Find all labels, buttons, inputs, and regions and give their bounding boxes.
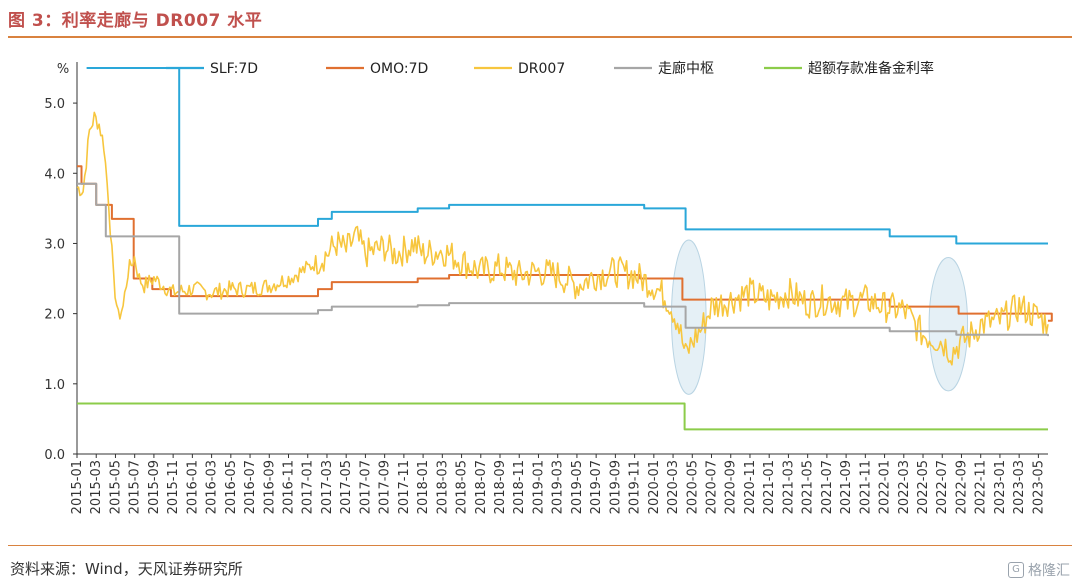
x-tick-label: 2018-01 (416, 460, 431, 514)
x-tick-label: 2020-05 (685, 460, 700, 514)
x-tick-label: 2017-05 (339, 460, 354, 514)
legend-label-1: SLF:7D (210, 61, 258, 77)
y-tick-label: 2.0 (44, 308, 65, 323)
x-tick-label: 2016-03 (205, 460, 220, 514)
highlight-ellipse-2 (928, 256, 969, 392)
x-tick-label: 2022-05 (916, 460, 931, 514)
x-tick-label: 2018-07 (474, 460, 489, 514)
x-tick-label: 2021-11 (858, 460, 873, 514)
x-tick-label: 2023-03 (1012, 460, 1027, 514)
y-tick-label: 4.0 (44, 167, 65, 182)
x-tick-label: 2016-09 (262, 460, 277, 514)
x-tick-label: 2021-05 (801, 460, 816, 514)
x-tick-label: 2020-03 (666, 460, 681, 514)
legend-label-2: OMO:7D (370, 61, 428, 77)
x-tick-label: 2022-11 (974, 460, 989, 514)
x-tick-label: 2015-01 (70, 460, 85, 514)
watermark-logo-icon: G (1008, 562, 1024, 578)
series-line-4 (77, 182, 1049, 337)
series-line-3 (76, 111, 1049, 366)
x-tick-label: 2018-05 (455, 460, 470, 514)
x-tick-label: 2015-09 (147, 460, 162, 514)
x-tick-label: 2016-05 (224, 460, 239, 514)
y-tick-label: 3.0 (44, 237, 65, 252)
watermark-text: 格隆汇 (1028, 563, 1070, 579)
x-tick-label: 2017-01 (301, 460, 316, 514)
highlight-ellipse-1 (670, 239, 707, 395)
x-tick-label: 2022-07 (935, 460, 950, 514)
series-line-2 (77, 165, 1053, 322)
x-tick-label: 2021-01 (762, 460, 777, 514)
watermark: G 格隆汇 (1008, 560, 1070, 580)
bottom-divider (8, 545, 1072, 546)
x-tick-label: 2023-01 (993, 460, 1008, 514)
x-tick-label: 2021-09 (839, 460, 854, 514)
x-tick-label: 2020-09 (724, 460, 739, 514)
x-tick-label: 2022-01 (878, 460, 893, 514)
x-tick-label: 2020-11 (743, 460, 758, 514)
chart-series (76, 67, 1053, 431)
x-tick-label: 2018-03 (435, 460, 450, 514)
legend-label-3: DR007 (518, 61, 565, 77)
x-tick-label: 2015-11 (166, 460, 181, 514)
x-tick-label: 2016-07 (243, 460, 258, 514)
x-tick-label: 2021-03 (781, 460, 796, 514)
x-tick-label: 2015-05 (108, 460, 123, 514)
chart-axes: % 0.0 1.0 2.0 3.0 4.0 5.0 2015-01 2015-03 2015-05… (44, 62, 1048, 514)
x-tick-label: 2019-09 (608, 460, 623, 514)
legend-label-5: 超额存款准备金利率 (808, 60, 934, 77)
x-tick-label: 2018-11 (512, 460, 527, 514)
top-divider (8, 36, 1072, 38)
chart-legend: SLF:7D OMO:7D DR007 走廊中枢 超额存款准备金利率 (166, 60, 934, 77)
y-tick-label: 0.0 (44, 448, 65, 463)
figure-title: 图 3：利率走廊与 DR007 水平 (8, 11, 263, 31)
x-tick-label: 2016-11 (282, 460, 297, 514)
x-tick-label: 2016-01 (185, 460, 200, 514)
x-tick-label: 2015-07 (128, 460, 143, 514)
y-tick-label: 1.0 (44, 378, 65, 393)
x-tick-label: 2017-11 (397, 460, 412, 514)
y-tick-label: 5.0 (44, 97, 65, 112)
series-line-1 (86, 67, 1048, 245)
x-tick-label: 2019-11 (628, 460, 643, 514)
source-note: 资料来源：Wind，天风证券研究所 (10, 560, 243, 578)
x-tick-label: 2019-05 (570, 460, 585, 514)
x-tick-label: 2023-05 (1031, 460, 1046, 514)
x-tick-label: 2017-09 (378, 460, 393, 514)
y-axis-unit: % (57, 62, 69, 77)
x-tick-label: 2022-03 (897, 460, 912, 514)
x-tick-label: 2019-03 (551, 460, 566, 514)
highlight-ellipses (670, 239, 969, 395)
x-tick-label: 2019-07 (589, 460, 604, 514)
legend-label-4: 走廊中枢 (658, 60, 714, 77)
series-line-5 (77, 402, 1048, 431)
x-tick-label: 2017-03 (320, 460, 335, 514)
x-tick-label: 2015-03 (89, 460, 104, 514)
x-tick-label: 2020-01 (647, 460, 662, 514)
x-tick-label: 2021-07 (820, 460, 835, 514)
x-tick-label: 2019-01 (531, 460, 546, 514)
x-tick-label: 2022-09 (954, 460, 969, 514)
x-tick-label: 2018-09 (493, 460, 508, 514)
x-tick-label: 2017-07 (358, 460, 373, 514)
rate-corridor-chart: % 0.0 1.0 2.0 3.0 4.0 5.0 2015-01 2015-03 2015-05… (44, 60, 1053, 514)
x-tick-label: 2020-07 (705, 460, 720, 514)
